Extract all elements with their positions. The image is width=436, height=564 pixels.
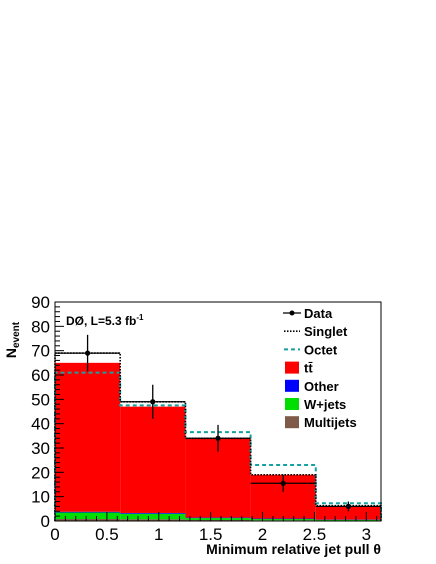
legend-wjets-label: W+jets <box>304 397 346 412</box>
bar-tt-bin-1 <box>120 406 186 513</box>
bar-tt-bin-4 <box>315 505 381 520</box>
legend-multijets-label: Multijets <box>304 415 357 430</box>
x-axis-title: Minimum relative jet pull θ <box>206 541 381 557</box>
y-tick-label-5: 50 <box>31 390 50 409</box>
x-tick-label-2: 1 <box>154 525 163 544</box>
x-tick-label-1: 0.5 <box>95 525 119 544</box>
legend: Data Singlet Octet tt̄ Other W+jets Multijets <box>283 306 357 430</box>
bar-Wjets-bin-4 <box>315 519 381 521</box>
y-tick-label-3: 30 <box>31 439 50 458</box>
data-point-1 <box>150 399 156 405</box>
bar-Multijets-bin-1 <box>120 519 186 521</box>
bar-Wjets-bin-0 <box>55 512 121 520</box>
y-tick-label-7: 70 <box>31 342 50 361</box>
legend-tt-swatch <box>285 361 299 374</box>
legend-data-label: Data <box>304 306 333 321</box>
y-tick-label-9: 90 <box>31 293 50 312</box>
y-tick-label-8: 80 <box>31 317 50 336</box>
legend-data-marker <box>289 310 295 316</box>
y-tick-label-4: 40 <box>31 415 50 434</box>
plot-frame <box>54 301 382 522</box>
annotation: DØ, L=5.3 fb-1 <box>66 313 144 328</box>
y-axis-title: Nevent <box>3 321 22 358</box>
y-tick-label-0: 0 <box>41 512 50 531</box>
y-axis-title-main: N <box>3 348 19 358</box>
legend-singlet-label: Singlet <box>304 324 348 339</box>
y-tick-label-2: 20 <box>31 463 50 482</box>
legend-wjets-swatch <box>285 398 299 410</box>
data-point-2 <box>215 435 221 441</box>
legend-other-swatch <box>285 379 299 392</box>
y-tick-label-1: 10 <box>31 488 50 507</box>
bar-Other-bin-0 <box>55 511 121 513</box>
annotation-main: DØ, L=5.3 fb <box>66 314 136 328</box>
data-point-0 <box>84 350 91 356</box>
x-tick-label-5: 2.5 <box>303 525 327 544</box>
bar-tt-bin-0 <box>55 362 121 512</box>
bar-Multijets-bin-0 <box>55 519 121 521</box>
x-tick-label-3: 1.5 <box>199 525 223 544</box>
x-tick-label-4: 2 <box>258 525 267 544</box>
x-tick-label-6: 3 <box>362 525 371 544</box>
y-tick-label-6: 60 <box>31 366 50 385</box>
legend-multijets-swatch <box>285 416 299 429</box>
data-point-3 <box>280 480 286 486</box>
x-tick-label-0: 0 <box>50 525 59 544</box>
legend-other-label: Other <box>304 379 339 394</box>
y-axis-title-sub: event <box>11 321 22 348</box>
bar-Wjets-bin-1 <box>120 513 186 520</box>
legend-octet-label: Octet <box>304 342 338 357</box>
legend-tt-label: tt̄ <box>304 361 313 376</box>
bar-Other-bin-1 <box>120 512 186 514</box>
plot-layer <box>54 334 382 521</box>
annotation-sup: -1 <box>136 313 144 322</box>
bar-Wjets-bin-2 <box>185 518 251 521</box>
data-point-4 <box>345 503 351 509</box>
